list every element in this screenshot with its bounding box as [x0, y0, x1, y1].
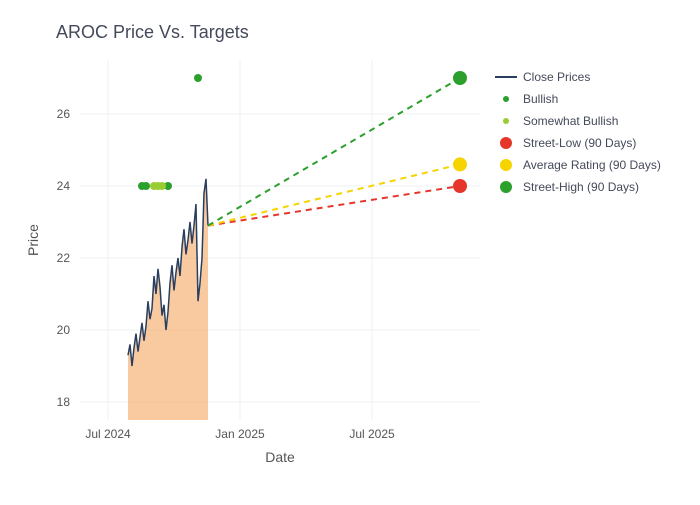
y-tick-label: 24	[57, 179, 71, 193]
y-tick-label: 26	[57, 107, 71, 121]
legend-swatch	[500, 137, 512, 149]
legend-label: Bullish	[523, 92, 558, 106]
legend-swatch	[503, 118, 509, 124]
legend-item: Close Prices	[495, 68, 661, 86]
y-axis-label: Price	[25, 224, 41, 256]
projection-marker-average	[453, 157, 467, 171]
x-tick-label: Jul 2024	[85, 427, 131, 441]
legend-swatch	[500, 159, 512, 171]
legend-item: Average Rating (90 Days)	[495, 156, 661, 174]
bullish-point	[142, 182, 150, 190]
projection-line-street-high	[208, 78, 460, 226]
x-tick-label: Jan 2025	[215, 427, 265, 441]
projection-line-street-low	[208, 186, 460, 226]
bullish-point	[194, 74, 202, 82]
chart-title: AROC Price Vs. Targets	[56, 22, 249, 43]
y-tick-label: 22	[57, 251, 71, 265]
legend-label: Street-High (90 Days)	[523, 180, 639, 194]
y-tick-label: 18	[57, 395, 71, 409]
legend-swatch	[495, 76, 517, 78]
projection-marker-street-low	[453, 179, 467, 193]
legend-item: Bullish	[495, 90, 661, 108]
projection-marker-street-high	[453, 71, 467, 85]
y-tick-label: 20	[57, 323, 71, 337]
somewhat-bullish-point	[158, 182, 166, 190]
chart-container: AROC Price Vs. Targets 18 20 22 24 26 Jul 202…	[0, 0, 700, 500]
legend-label: Average Rating (90 Days)	[523, 158, 661, 172]
legend: Close Prices Bullish Somewhat Bullish Stree…	[495, 68, 661, 200]
legend-item: Street-High (90 Days)	[495, 178, 661, 196]
legend-item: Street-Low (90 Days)	[495, 134, 661, 152]
projection-line-average	[208, 164, 460, 225]
x-axis-label: Date	[265, 449, 295, 465]
legend-label: Close Prices	[523, 70, 590, 84]
legend-item: Somewhat Bullish	[495, 112, 661, 130]
legend-label: Somewhat Bullish	[523, 114, 618, 128]
legend-swatch	[500, 181, 512, 193]
x-tick-label: Jul 2025	[349, 427, 395, 441]
legend-swatch	[503, 96, 509, 102]
legend-label: Street-Low (90 Days)	[523, 136, 636, 150]
